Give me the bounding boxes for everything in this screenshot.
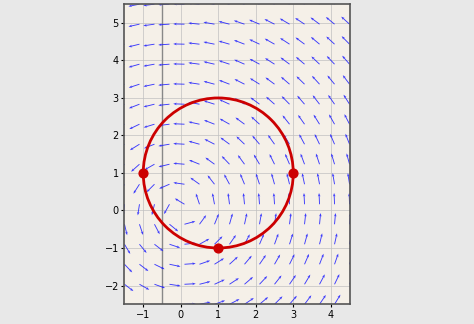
Point — [139, 170, 147, 176]
Point — [290, 170, 297, 176]
Point — [214, 245, 222, 250]
